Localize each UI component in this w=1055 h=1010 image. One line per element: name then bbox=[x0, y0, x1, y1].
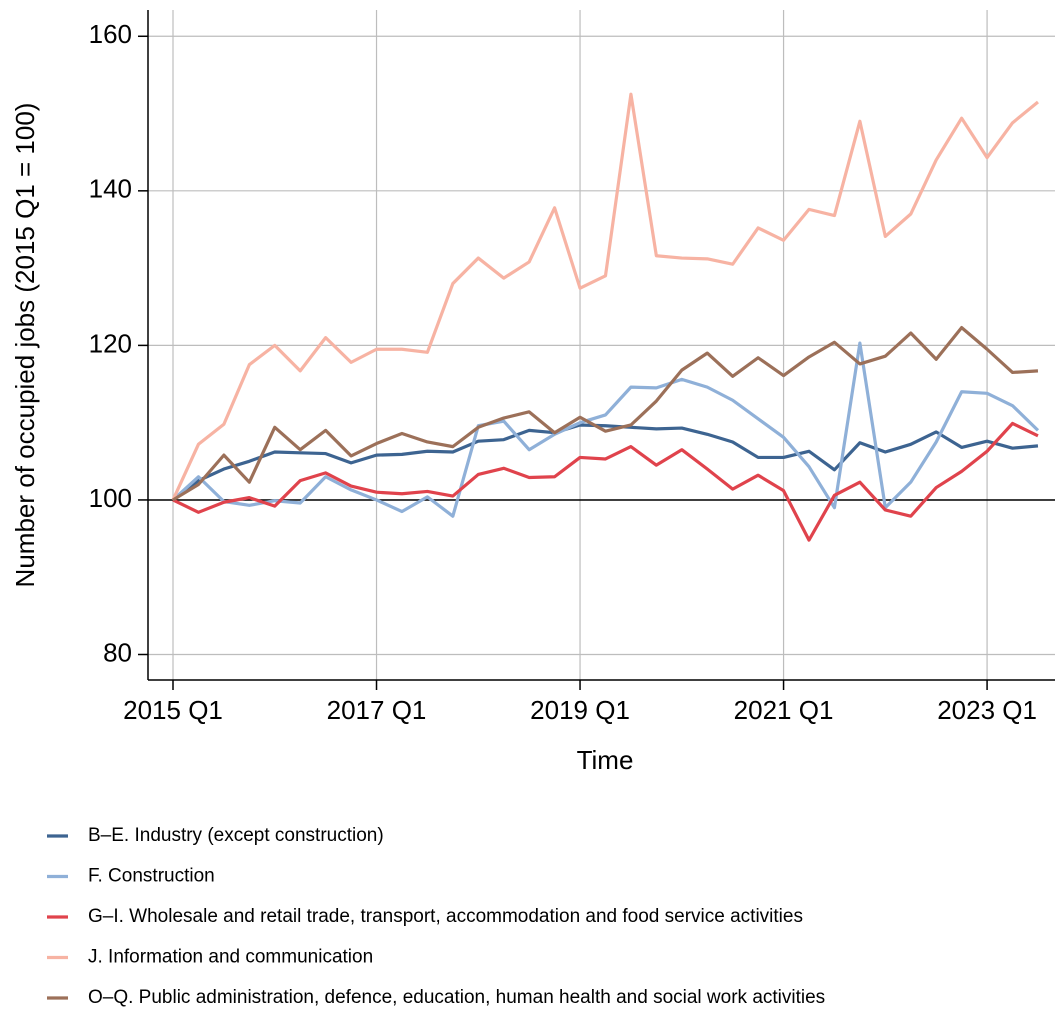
legend-label: G–I. Wholesale and retail trade, transpo… bbox=[88, 906, 803, 927]
y-tick-label: 120 bbox=[89, 328, 132, 358]
x-tick-label: 2023 Q1 bbox=[937, 695, 1037, 725]
legend-label: F. Construction bbox=[88, 866, 215, 887]
x-axis-title: Time bbox=[577, 745, 634, 775]
legend-label: O–Q. Public administration, defence, edu… bbox=[88, 987, 825, 1008]
series-line bbox=[172, 326, 1039, 502]
legend-label: B–E. Industry (except construction) bbox=[88, 825, 384, 846]
x-tick-label: 2021 Q1 bbox=[734, 695, 834, 725]
y-axis-title: Number of occupied jobs (2015 Q1 = 100) bbox=[10, 103, 40, 588]
x-tick-label: 2015 Q1 bbox=[123, 695, 223, 725]
series-line bbox=[171, 92, 1039, 501]
y-tick-label: 140 bbox=[89, 174, 132, 204]
x-tick-label: 2017 Q1 bbox=[327, 695, 427, 725]
legend-label: J. Information and communication bbox=[88, 947, 373, 968]
x-tick-label: 2019 Q1 bbox=[530, 695, 630, 725]
y-tick-label: 160 bbox=[89, 19, 132, 49]
y-tick-label: 80 bbox=[103, 637, 132, 667]
y-tick-label: 100 bbox=[89, 483, 132, 513]
series-line bbox=[171, 341, 1040, 518]
series-line bbox=[172, 421, 1039, 542]
series-line bbox=[172, 423, 1039, 502]
